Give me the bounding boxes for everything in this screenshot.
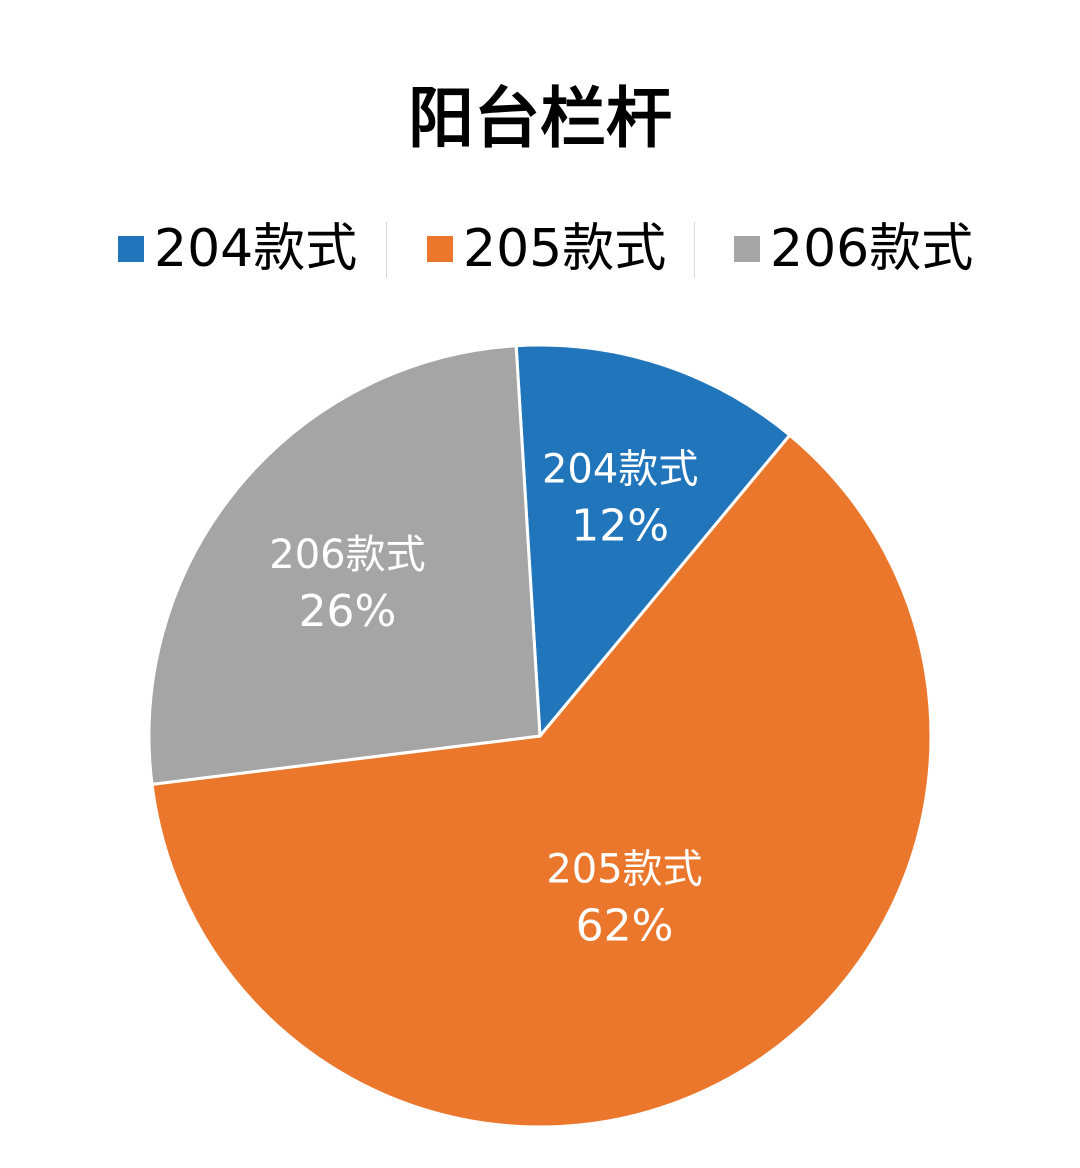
legend-label-204: 204款式 (154, 219, 358, 279)
legend-swatch-206 (734, 236, 760, 262)
pie-slice-206 (147, 344, 542, 787)
slice-category-label: 204款式 (542, 447, 698, 493)
pie-slice-204 (514, 343, 792, 740)
legend-swatch-205 (427, 236, 453, 262)
legend-separator (694, 222, 695, 278)
pie-slice-205 (150, 433, 933, 1129)
chart-title: 阳台栏杆 (408, 80, 672, 157)
legend-item-205: 205款式 (427, 214, 666, 284)
legend: 204款式 205款式 206款式 (0, 214, 1080, 284)
legend-separator (386, 222, 387, 278)
legend-label-206: 206款式 (770, 219, 974, 279)
legend-swatch-204 (118, 236, 144, 262)
slice-percent-label: 26% (299, 586, 397, 637)
legend-item-204: 204款式 (118, 214, 357, 284)
legend-label-205: 205款式 (463, 219, 667, 279)
slice-percent-label: 62% (576, 900, 674, 951)
slice-category-label: 206款式 (269, 532, 425, 578)
slice-percent-label: 12% (571, 501, 669, 552)
slice-category-label: 205款式 (546, 846, 702, 892)
legend-item-206: 206款式 (734, 214, 973, 284)
